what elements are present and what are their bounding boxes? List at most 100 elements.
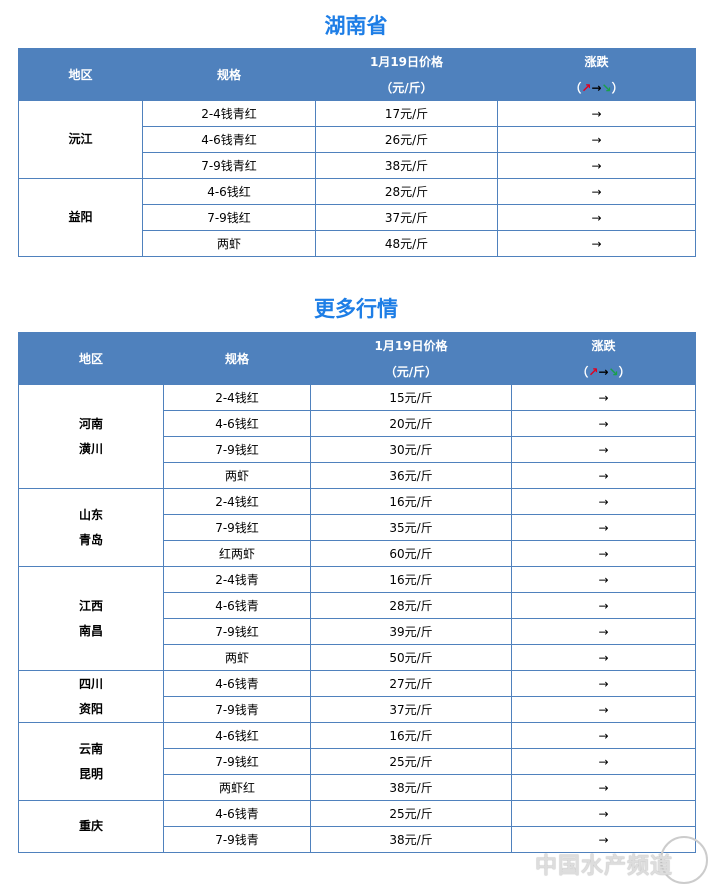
arrow-right-icon: → [598, 365, 609, 379]
price-cell: 38元/斤 [310, 826, 512, 853]
change-arrow-icon: → [511, 774, 696, 801]
spec-cell: 7-9钱红 [142, 204, 316, 231]
spec-cell: 2-4钱青红 [142, 100, 316, 127]
table-row: 4-6钱青 28元/斤 → [19, 592, 696, 619]
header-change: 涨跌 [511, 332, 696, 359]
spec-cell: 4-6钱青 [163, 800, 311, 827]
spec-cell: 4-6钱青 [163, 592, 311, 619]
price-cell: 16元/斤 [310, 722, 512, 749]
header-price: 1月19日价格 [315, 48, 498, 75]
region-cell: 河南 潢川 [18, 384, 164, 489]
region-name: 昆明 [78, 766, 103, 781]
price-cell: 60元/斤 [310, 540, 512, 567]
price-cell: 48元/斤 [315, 230, 498, 257]
table-row: 沅江 2-4钱青红 17元/斤 → [18, 100, 696, 179]
price-cell: 15元/斤 [310, 384, 512, 411]
change-arrow-icon: → [497, 152, 696, 179]
price-cell: 50元/斤 [310, 644, 512, 671]
spec-cell: 4-6钱红 [163, 410, 311, 437]
price-cell: 16元/斤 [310, 488, 512, 515]
table-row: 益阳 4-6钱红 28元/斤 → [18, 178, 696, 257]
spec-cell: 7-9钱青红 [142, 152, 316, 179]
price-cell: 16元/斤 [310, 566, 512, 593]
table-row: 4-6钱红 20元/斤 → [19, 410, 696, 437]
section-title-hunan: 湖南省 [324, 14, 388, 38]
header-spec: 规格 [142, 48, 316, 101]
change-arrow-icon: → [497, 230, 696, 257]
change-arrow-icon: → [511, 462, 696, 489]
price-cell: 37元/斤 [315, 204, 498, 231]
spec-cell: 两虾 [142, 230, 316, 257]
region-cell: 江西 南昌 [18, 566, 164, 671]
price-cell: 39元/斤 [310, 618, 512, 645]
region-name: 云南 [78, 741, 103, 756]
region-cell: 云南 昆明 [18, 722, 164, 801]
change-arrow-icon: → [511, 696, 696, 723]
arrow-up-icon: ↗ [581, 81, 592, 95]
price-cell: 28元/斤 [315, 178, 498, 205]
region-name: 重庆 [78, 819, 103, 833]
change-arrow-icon: → [511, 410, 696, 437]
price-cell: 25元/斤 [310, 800, 512, 827]
arrow-down-icon: ↘ [608, 365, 619, 379]
section-title-more: 更多行情 [314, 297, 398, 321]
table-row: 7-9钱青红 38元/斤 → [19, 152, 696, 179]
change-arrow-icon: → [497, 100, 696, 127]
change-arrow-icon: → [511, 644, 696, 671]
change-arrow-icon: → [511, 540, 696, 567]
change-arrow-icon: → [511, 488, 696, 515]
spec-cell: 红两虾 [163, 540, 311, 567]
arrow-right-icon: → [591, 81, 602, 95]
table-row: 7-9钱红 37元/斤 → [19, 204, 696, 231]
price-cell: 26元/斤 [315, 126, 498, 153]
region-name: 南昌 [78, 623, 103, 638]
header-spec: 规格 [163, 332, 311, 385]
region-name: 沅江 [68, 132, 93, 146]
arrow-up-icon: ↗ [588, 365, 599, 379]
region-name: 河南 [78, 416, 103, 431]
change-arrow-icon: → [511, 592, 696, 619]
header-price: 1月19日价格 [310, 332, 512, 359]
change-arrow-icon: → [511, 618, 696, 645]
region-name: 潢川 [78, 441, 103, 456]
spec-cell: 4-6钱红 [163, 722, 311, 749]
region-cell: 四川 资阳 [18, 670, 164, 723]
change-arrow-icon: → [511, 436, 696, 463]
change-arrow-icon: → [511, 384, 696, 411]
price-table-hunan: 地区 规格 1月19日价格 涨跌 （元/斤） （↗→↘） 沅江 2-4钱青红 17元… [18, 48, 696, 257]
region-name: 山东 [78, 507, 103, 522]
spec-cell: 两虾 [163, 462, 311, 489]
region-name: 益阳 [68, 210, 93, 224]
spec-cell: 7-9钱红 [163, 748, 311, 775]
header-unit: （元/斤） [310, 358, 512, 385]
change-arrow-icon: → [497, 126, 696, 153]
change-arrow-icon: → [511, 748, 696, 775]
price-cell: 17元/斤 [315, 100, 498, 127]
header-row: 地区 规格 1月19日价格 涨跌 [18, 332, 696, 385]
change-arrow-icon: → [511, 800, 696, 827]
price-cell: 30元/斤 [310, 436, 512, 463]
region-cell: 益阳 [18, 178, 143, 257]
price-cell: 20元/斤 [310, 410, 512, 437]
table-row: 7-9钱红 25元/斤 → [19, 748, 696, 775]
change-arrow-icon: → [511, 670, 696, 697]
spec-cell: 7-9钱红 [163, 618, 311, 645]
change-arrow-icon: → [511, 566, 696, 593]
price-cell: 28元/斤 [310, 592, 512, 619]
table-row: 两虾 48元/斤 → [19, 230, 696, 257]
change-arrow-icon: → [511, 722, 696, 749]
price-cell: 25元/斤 [310, 748, 512, 775]
spec-cell: 2-4钱红 [163, 384, 311, 411]
price-cell: 35元/斤 [310, 514, 512, 541]
spec-cell: 7-9钱红 [163, 436, 311, 463]
spec-cell: 7-9钱红 [163, 514, 311, 541]
header-legend: （↗→↘） [497, 74, 696, 101]
spec-cell: 两虾红 [163, 774, 311, 801]
region-name: 资阳 [78, 701, 103, 716]
spec-cell: 2-4钱青 [163, 566, 311, 593]
table-row: 4-6钱青红 26元/斤 → [19, 126, 696, 153]
watermark-globe-icon [660, 836, 708, 884]
region-cell: 沅江 [18, 100, 143, 179]
header-row: 地区 规格 1月19日价格 涨跌 [18, 48, 696, 101]
spec-cell: 7-9钱青 [163, 826, 311, 853]
